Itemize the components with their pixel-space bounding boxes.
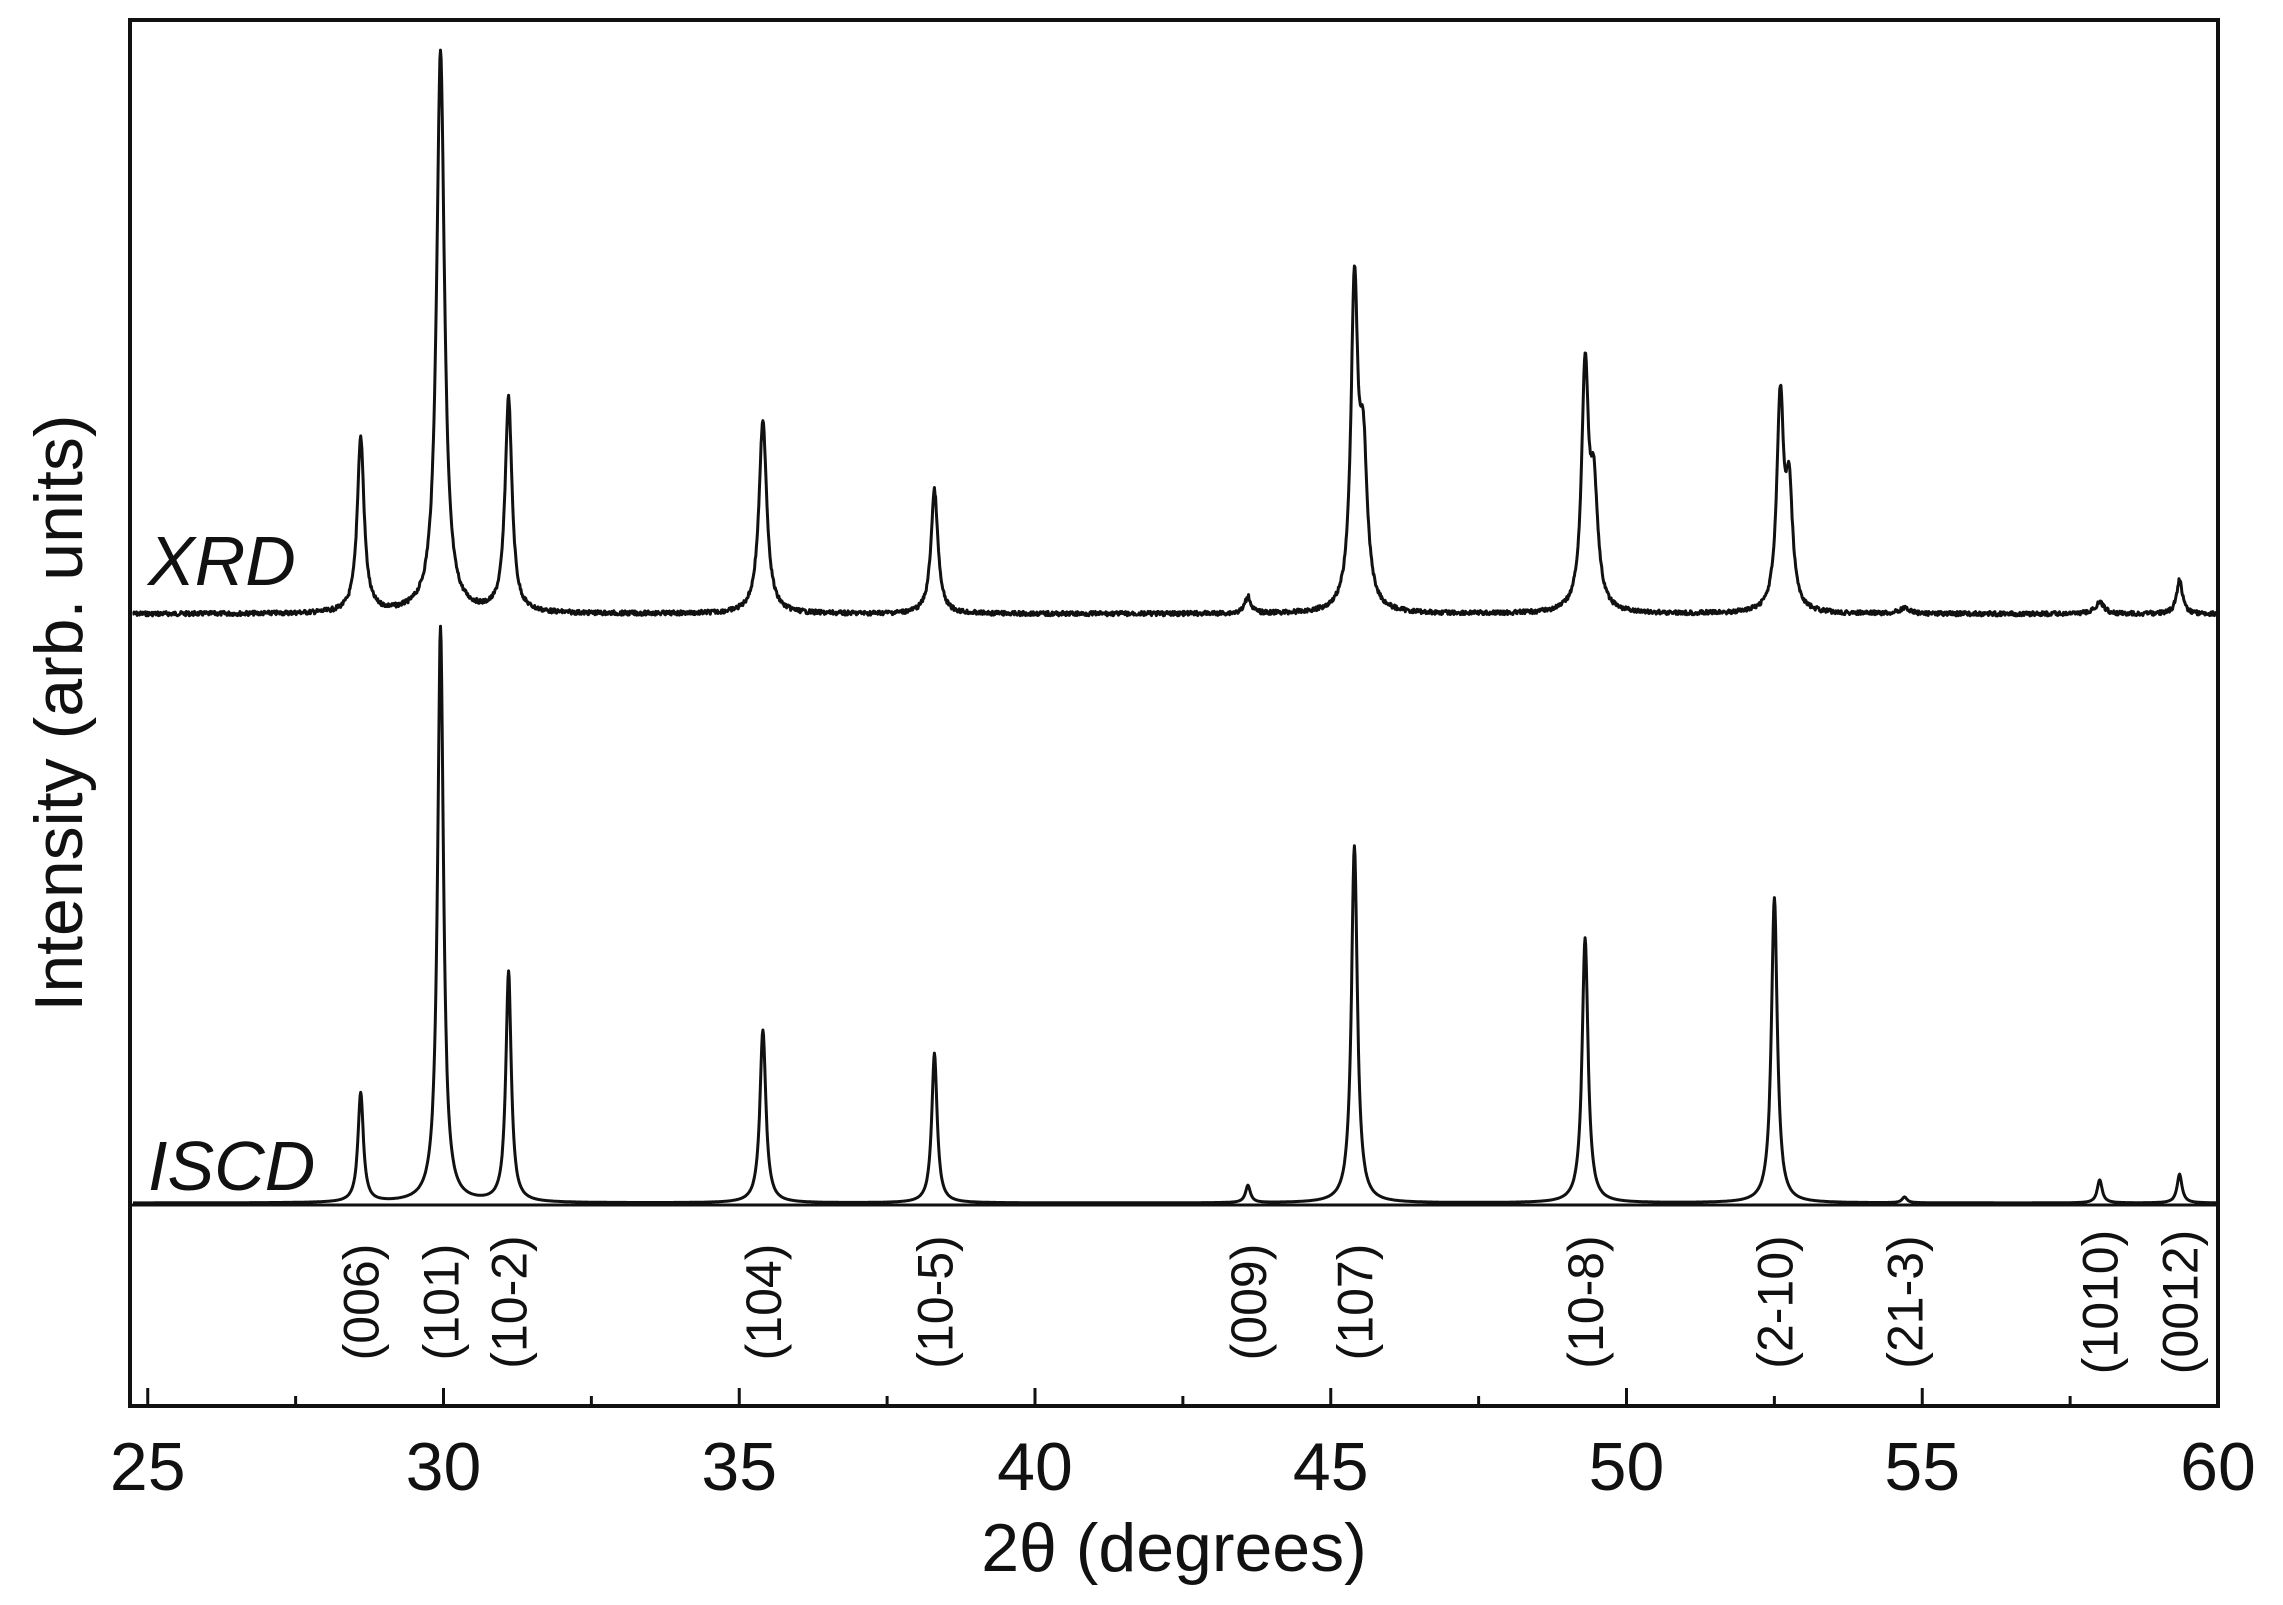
x-tick-label: 40 [997, 1429, 1073, 1505]
hkl-labels: (006) (101) (10-2) (104) (10-5) (009) (107) (10… [334, 1230, 2209, 1375]
series-line-xrd [132, 48, 2219, 618]
hkl-label: (21-3) [1878, 1235, 1934, 1368]
hkl-label: (107) [1327, 1244, 1383, 1361]
series-label-xrd: XRD [146, 522, 296, 600]
x-tick-label: 55 [1884, 1429, 1960, 1505]
hkl-label: (10-8) [1558, 1235, 1614, 1368]
x-axis-ticks: 25 30 35 40 45 50 55 60 [110, 1388, 2256, 1505]
x-tick-label: 50 [1589, 1429, 1665, 1505]
x-tick-label: 45 [1293, 1429, 1369, 1505]
hkl-label: (006) [334, 1244, 390, 1361]
hkl-label: (101) [414, 1244, 470, 1361]
hkl-label: (009) [1221, 1244, 1277, 1361]
y-axis-label: Intensity (arb. units) [21, 414, 97, 1011]
plot-frame [128, 18, 2220, 1408]
series-line-iscd [132, 624, 2219, 1205]
hkl-label: (1010) [2073, 1230, 2129, 1375]
x-axis-label: 2θ (degrees) [981, 1510, 1367, 1586]
hkl-label: (0012) [2153, 1230, 2209, 1375]
x-tick-label: 35 [701, 1429, 777, 1505]
hkl-label: (104) [736, 1244, 792, 1361]
x-tick-label: 25 [110, 1429, 186, 1505]
series-layer [132, 48, 2219, 1205]
hkl-label: (10-2) [482, 1235, 538, 1368]
hkl-label: (2-10) [1747, 1235, 1803, 1368]
x-tick-label: 60 [2180, 1429, 2256, 1505]
x-tick-label: 30 [406, 1429, 482, 1505]
hkl-label: (10-5) [907, 1235, 963, 1368]
series-label-iscd: ISCD [148, 1127, 315, 1205]
series-labels: XRD ISCD [146, 522, 315, 1205]
